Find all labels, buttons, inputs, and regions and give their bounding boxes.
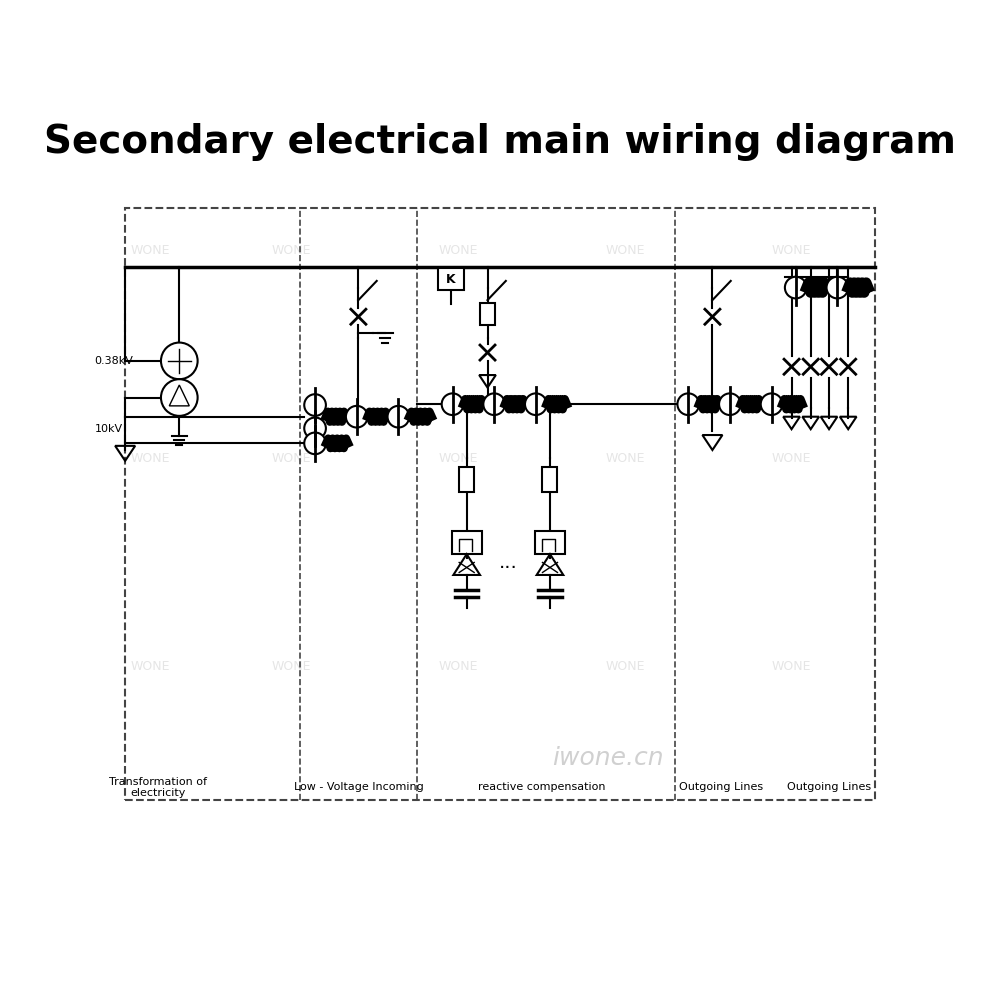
Text: Transformation of
electricity: Transformation of electricity	[109, 777, 207, 798]
Text: WONE: WONE	[272, 244, 312, 257]
Text: WONE: WONE	[130, 244, 170, 257]
Text: WONE: WONE	[605, 660, 645, 673]
Text: WONE: WONE	[130, 660, 170, 673]
Bar	[459, 467, 474, 492]
Bar	[125, 208, 875, 800]
Text: Low - Voltage Incoming: Low - Voltage Incoming	[294, 782, 423, 792]
Text: reactive compensation: reactive compensation	[478, 782, 605, 792]
Text: WONE: WONE	[605, 244, 645, 257]
Circle shape	[827, 277, 848, 298]
Circle shape	[483, 393, 505, 415]
Circle shape	[346, 406, 368, 428]
Text: Outgoing Lines: Outgoing Lines	[787, 782, 871, 792]
Text: WONE: WONE	[772, 452, 811, 465]
Circle shape	[161, 379, 198, 416]
Circle shape	[304, 433, 326, 454]
Circle shape	[785, 277, 807, 298]
Circle shape	[304, 394, 326, 416]
Circle shape	[388, 406, 409, 428]
Circle shape	[761, 393, 782, 415]
Text: WONE: WONE	[439, 244, 478, 257]
Text: WONE: WONE	[439, 660, 478, 673]
Bar	[438, 268, 464, 290]
Bar	[535, 531, 565, 554]
Bar	[452, 531, 482, 554]
Circle shape	[442, 393, 463, 415]
Text: WONE: WONE	[272, 660, 312, 673]
Circle shape	[161, 343, 198, 379]
Circle shape	[677, 393, 699, 415]
Text: WONE: WONE	[439, 452, 478, 465]
Bar	[480, 303, 495, 325]
Text: Secondary electrical main wiring diagram: Secondary electrical main wiring diagram	[44, 123, 956, 161]
Text: Outgoing Lines: Outgoing Lines	[679, 782, 763, 792]
Text: WONE: WONE	[772, 660, 811, 673]
Text: WONE: WONE	[272, 452, 312, 465]
Text: ...: ...	[499, 553, 518, 572]
Circle shape	[525, 393, 547, 415]
Text: K: K	[446, 273, 456, 286]
Circle shape	[719, 393, 741, 415]
Text: 10kV: 10kV	[94, 424, 122, 434]
Text: iwone.cn: iwone.cn	[552, 746, 664, 770]
Bar	[542, 467, 557, 492]
Text: WONE: WONE	[772, 244, 811, 257]
Text: WONE: WONE	[605, 452, 645, 465]
Circle shape	[304, 418, 326, 439]
Text: 0.38kV: 0.38kV	[94, 356, 133, 366]
Text: WONE: WONE	[130, 452, 170, 465]
